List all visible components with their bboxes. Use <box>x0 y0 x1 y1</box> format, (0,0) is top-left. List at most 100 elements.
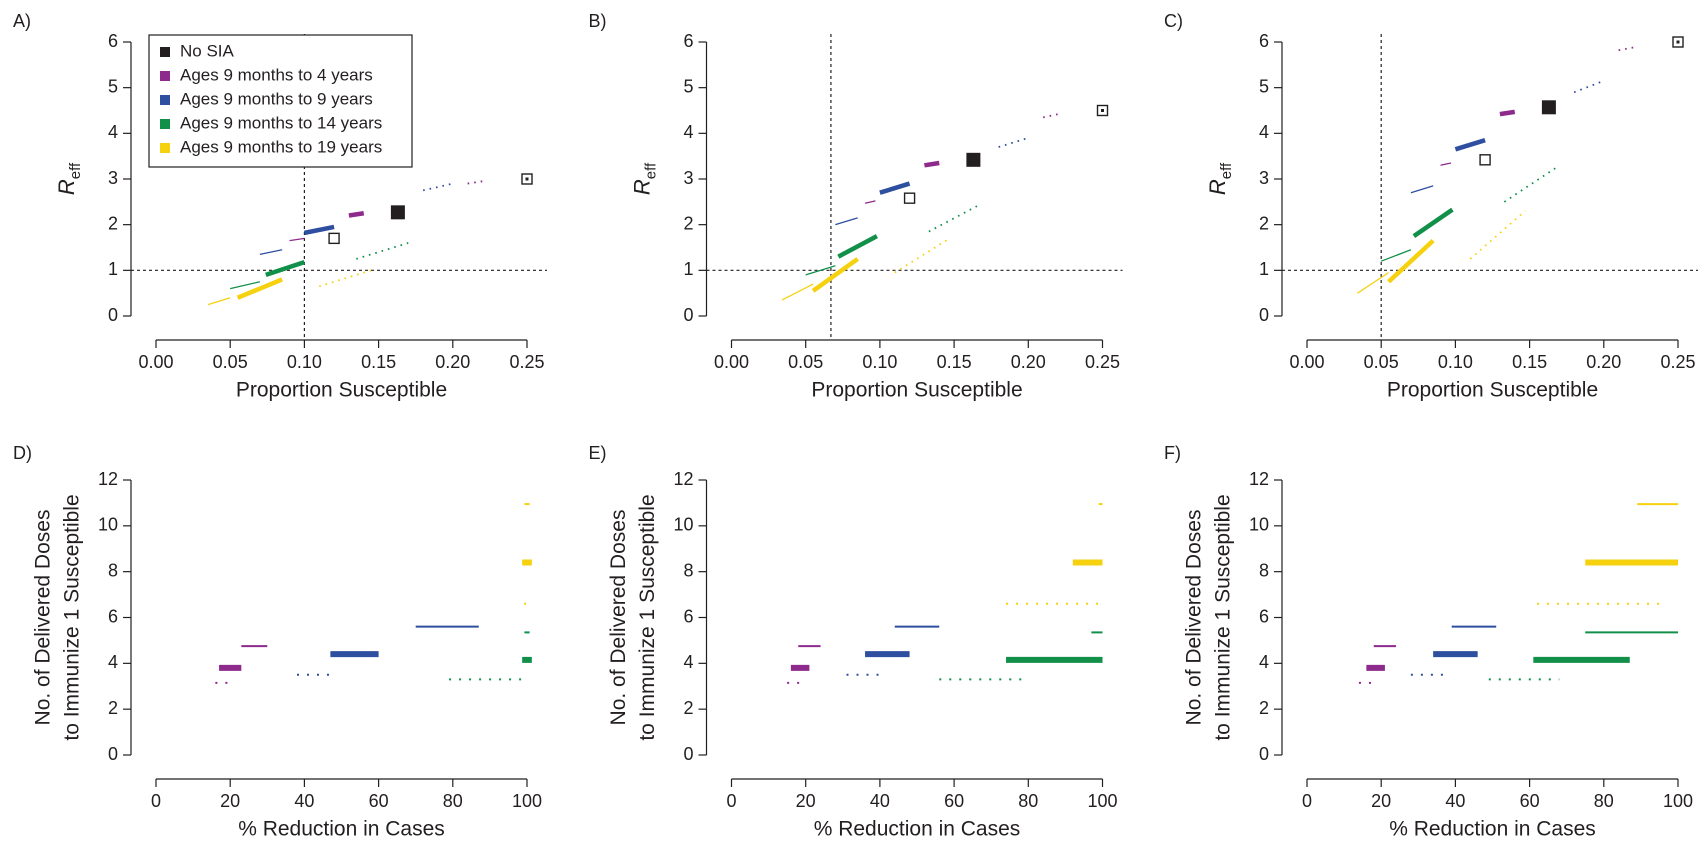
y-tick-label: 12 <box>673 469 693 489</box>
legend-label: Ages 9 months to 19 years <box>180 137 382 156</box>
y-axis-title: to Immunize 1 Susceptible <box>61 494 84 740</box>
y-tick-label: 1 <box>108 259 118 279</box>
x-tick-label: 100 <box>1087 791 1117 811</box>
y-tick-label: 4 <box>683 652 693 672</box>
segment <box>422 182 454 192</box>
segment <box>289 237 305 242</box>
x-tick-label: 0.20 <box>1011 352 1046 372</box>
x-tick-label: 0 <box>151 791 161 811</box>
y-tick-label: 6 <box>108 31 118 51</box>
segment <box>879 181 911 195</box>
x-tick-label: 0.05 <box>213 352 248 372</box>
x-tick-label: 0 <box>1302 791 1312 811</box>
panel-label: F) <box>1164 443 1181 463</box>
segment <box>864 200 876 204</box>
y-tick-label: 4 <box>1259 652 1269 672</box>
panel-label: E) <box>589 443 607 463</box>
y-tick-label: 0 <box>683 744 693 764</box>
y-tick-label: 6 <box>108 606 118 626</box>
y-tick-label: 2 <box>1259 698 1269 718</box>
marker <box>328 232 340 245</box>
segment <box>781 283 814 301</box>
segment <box>805 265 836 276</box>
y-tick-label: 5 <box>108 76 118 96</box>
y-tick-label: 5 <box>683 76 693 96</box>
segment <box>924 160 940 168</box>
y-tick-label: 0 <box>1259 744 1269 764</box>
y-tick-label: 4 <box>108 652 118 672</box>
x-tick-label: 80 <box>1594 791 1614 811</box>
segment <box>1410 185 1434 194</box>
y-tick-label: 4 <box>1259 122 1269 142</box>
y-tick-label: 2 <box>683 213 693 233</box>
x-tick-label: 60 <box>369 791 389 811</box>
panel: F) 0 2 4 6 8 10 12 0 20 40 60 80 100 % Reduction in Ca… <box>1164 443 1693 841</box>
segment <box>303 224 335 236</box>
legend-swatch <box>160 47 170 57</box>
panel-label: C) <box>1164 11 1183 31</box>
segment <box>1618 46 1634 52</box>
y-axis-title: Reff <box>1205 162 1236 195</box>
x-tick-label: 0.10 <box>287 352 322 372</box>
y-tick-label: 8 <box>683 560 693 580</box>
marker <box>390 205 405 220</box>
x-axis-title: % Reduction in Cases <box>814 818 1021 841</box>
x-tick-label: 20 <box>1371 791 1391 811</box>
y-tick-label: 0 <box>1259 305 1269 325</box>
segment <box>1503 166 1557 203</box>
panel-label: B) <box>589 11 607 31</box>
segment <box>998 137 1029 148</box>
panel: A) 0 1 2 3 4 5 6 0.00 0.05 0.10 0.15 0.20 0.25 Proport… <box>13 11 547 402</box>
y-tick-label: 3 <box>108 168 118 188</box>
legend-label: No SIA <box>180 41 235 60</box>
segment <box>1357 272 1389 294</box>
x-tick-label: 0.10 <box>862 352 897 372</box>
segment <box>207 297 231 306</box>
segment <box>230 281 261 290</box>
x-tick-label: 0.20 <box>435 352 470 372</box>
x-tick-label: 0.15 <box>1512 352 1547 372</box>
y-tick-label: 12 <box>98 469 118 489</box>
segment <box>356 242 409 260</box>
y-tick-label: 3 <box>1259 168 1269 188</box>
y-tick-label: 8 <box>1259 560 1269 580</box>
y-tick-label: 1 <box>1259 259 1269 279</box>
y-tick-label: 0 <box>108 305 118 325</box>
marker <box>1541 100 1556 115</box>
segment <box>837 234 878 259</box>
y-axis-title: No. of Delivered Doses <box>607 510 630 726</box>
y-tick-label: 12 <box>1249 469 1269 489</box>
y-axis-title: to Immunize 1 Susceptible <box>636 494 659 740</box>
x-axis-title: Proportion Susceptible <box>811 379 1022 402</box>
y-tick-label: 1 <box>683 259 693 279</box>
y-tick-label: 5 <box>1259 76 1269 96</box>
legend-label: Ages 9 months to 9 years <box>180 89 373 108</box>
y-axis-title-main: R <box>629 179 654 195</box>
marker <box>1479 154 1491 166</box>
panel-label: A) <box>13 11 31 31</box>
y-tick-label: 2 <box>1259 213 1269 233</box>
panel: E) 0 2 4 6 8 10 12 0 20 40 60 80 100 % Reduction in Ca… <box>589 443 1118 841</box>
y-tick-label: 2 <box>683 698 693 718</box>
marker-dot <box>1676 40 1680 44</box>
y-axis-title: No. of Delivered Doses <box>1183 510 1206 726</box>
legend-label: Ages 9 months to 14 years <box>180 113 382 132</box>
x-tick-label: 0.25 <box>1085 352 1120 372</box>
segment <box>811 257 859 293</box>
y-axis-title: Reff <box>629 162 660 195</box>
legend-swatch <box>160 119 170 129</box>
segment <box>1380 249 1412 262</box>
y-tick-label: 0 <box>108 744 118 764</box>
x-tick-label: 60 <box>944 791 964 811</box>
legend-swatch <box>160 95 170 105</box>
segment <box>318 269 372 288</box>
marker <box>966 152 981 167</box>
x-tick-label: 0.00 <box>138 352 173 372</box>
x-tick-label: 20 <box>796 791 816 811</box>
y-axis-title-main: R <box>54 179 79 195</box>
legend: No SIA Ages 9 months to 4 years Ages 9 mon… <box>148 34 413 168</box>
x-tick-label: 0 <box>726 791 736 811</box>
y-tick-label: 6 <box>1259 606 1269 626</box>
